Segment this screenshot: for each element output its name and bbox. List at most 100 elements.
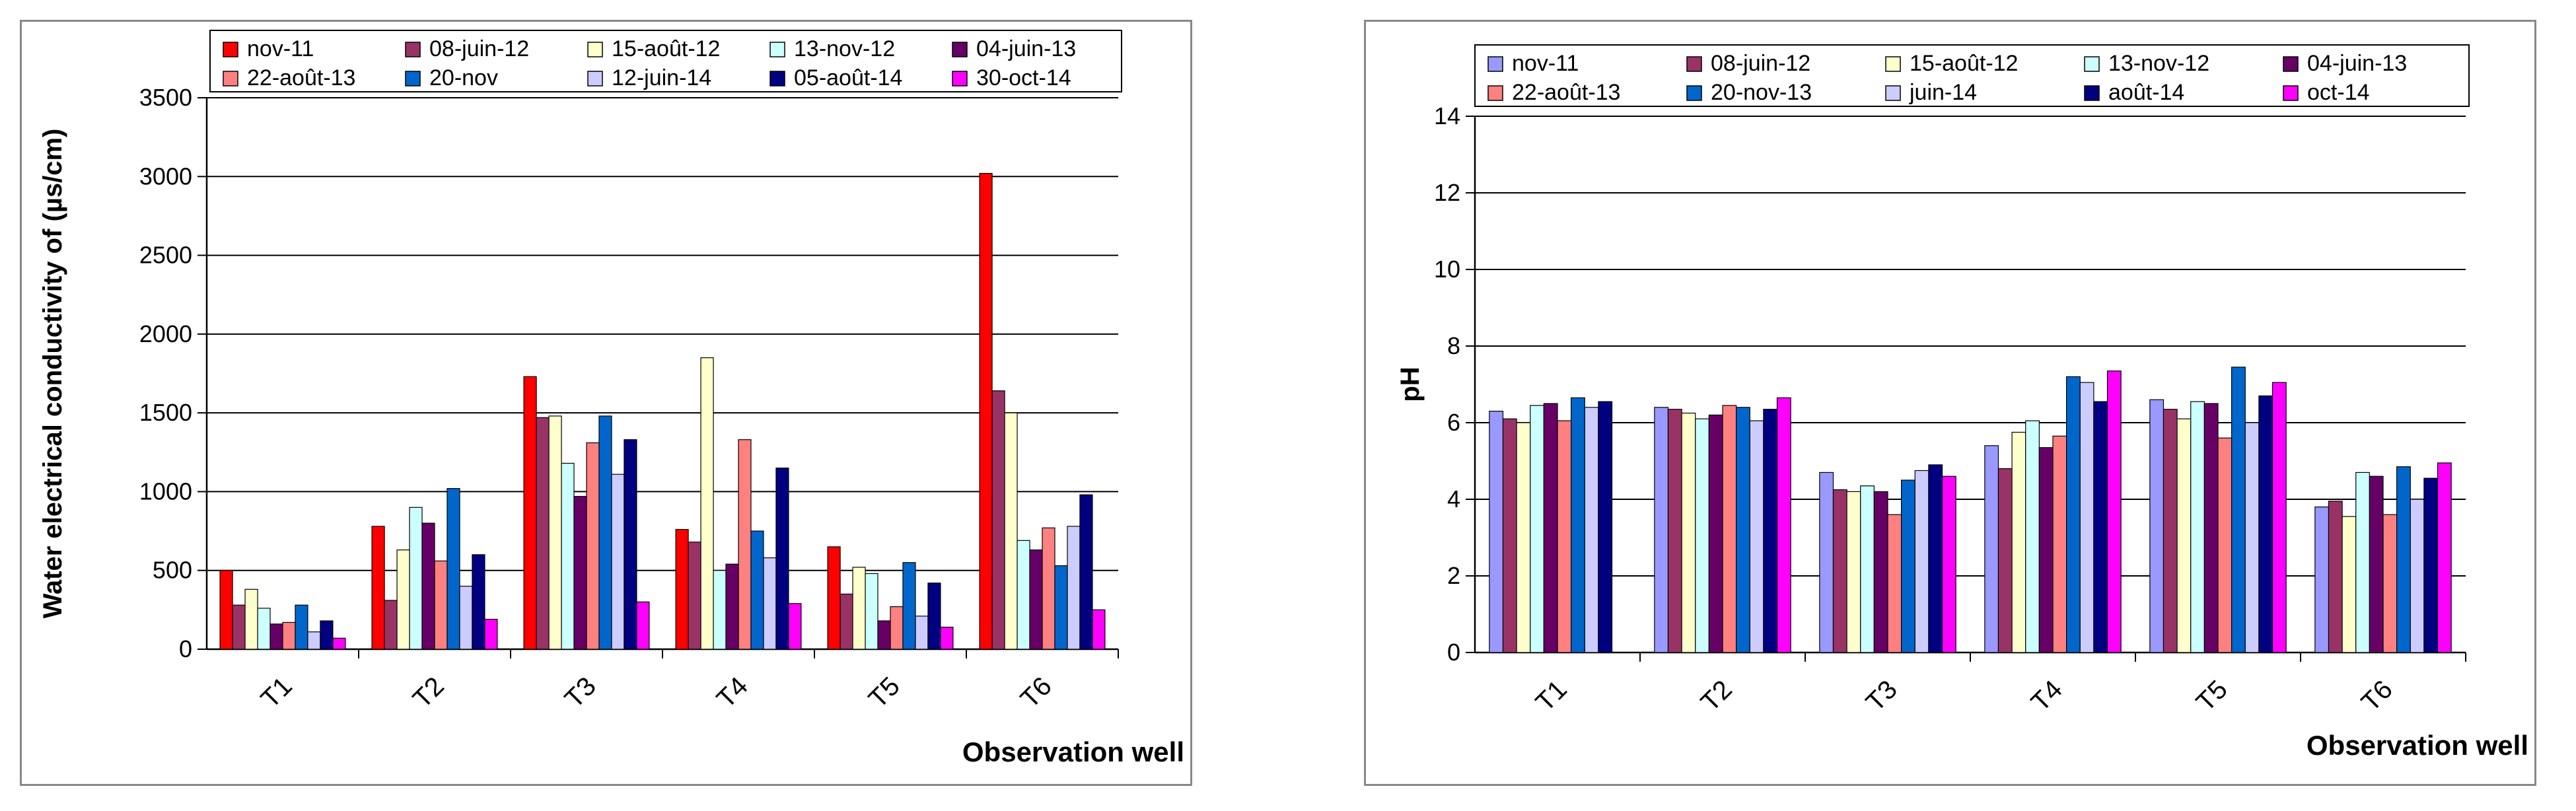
bar bbox=[2244, 422, 2260, 653]
legend-label: 08-juin-12 bbox=[429, 36, 529, 61]
bar bbox=[257, 608, 271, 650]
bar bbox=[1654, 407, 1669, 653]
bar bbox=[371, 526, 385, 650]
bar bbox=[548, 415, 562, 650]
bar bbox=[269, 623, 283, 650]
bar bbox=[2328, 501, 2343, 653]
bar bbox=[2437, 462, 2452, 653]
legend-swatch bbox=[952, 71, 968, 87]
y-tick-label: 10 bbox=[1434, 256, 1460, 283]
bar bbox=[295, 604, 308, 650]
x-tick-label: T6 bbox=[2356, 675, 2398, 717]
y-tick-label: 2000 bbox=[139, 320, 192, 347]
bar bbox=[1708, 414, 1723, 653]
bar bbox=[1901, 479, 1915, 653]
x-tick-label: T3 bbox=[1861, 675, 1903, 717]
legend-box bbox=[209, 30, 1122, 92]
bar bbox=[1887, 514, 1902, 653]
y-tick-label: 8 bbox=[1447, 332, 1460, 359]
bar bbox=[979, 172, 993, 650]
legend-label: nov-11 bbox=[247, 36, 314, 61]
bar bbox=[282, 621, 296, 650]
bar bbox=[2052, 435, 2067, 653]
bar bbox=[738, 439, 752, 650]
bar bbox=[409, 507, 423, 650]
bar bbox=[573, 495, 587, 650]
legend-swatch bbox=[223, 71, 238, 87]
bar bbox=[2163, 409, 2178, 653]
legend-swatch bbox=[1487, 85, 1503, 101]
x-tick-label: T5 bbox=[2191, 675, 2233, 717]
legend-swatch bbox=[1885, 85, 1901, 101]
bar bbox=[2093, 401, 2108, 653]
legend-swatch bbox=[769, 42, 785, 57]
bar bbox=[2038, 447, 2054, 653]
bar bbox=[775, 468, 789, 650]
bar bbox=[2258, 395, 2273, 653]
y-tick-label: 2 bbox=[1447, 562, 1460, 589]
x-tick-label: T6 bbox=[1015, 672, 1057, 714]
legend-label: nov-11 bbox=[1512, 51, 1579, 76]
bar bbox=[232, 604, 246, 650]
legend-label: 04-juin-13 bbox=[976, 36, 1076, 61]
legend-label: 13-nov-12 bbox=[2108, 51, 2209, 76]
bar bbox=[2149, 399, 2165, 653]
y-tick-label: 1000 bbox=[139, 477, 192, 505]
bar bbox=[1997, 468, 2013, 653]
bar bbox=[890, 606, 904, 650]
bar bbox=[1584, 407, 1599, 653]
bar bbox=[763, 557, 777, 650]
bar bbox=[750, 530, 764, 650]
y-tick-label: 14 bbox=[1434, 102, 1460, 129]
bar bbox=[598, 415, 612, 650]
bar bbox=[1092, 609, 1106, 650]
x-tick-label: T1 bbox=[1530, 675, 1573, 717]
bar bbox=[384, 600, 398, 650]
bar bbox=[586, 442, 600, 650]
bar bbox=[1667, 409, 1682, 653]
bar bbox=[1819, 472, 1834, 653]
legend-swatch bbox=[587, 71, 603, 87]
legend-swatch bbox=[2283, 56, 2299, 72]
legend-label: 05-août-14 bbox=[794, 65, 902, 90]
bar bbox=[1860, 485, 1875, 653]
bar bbox=[2190, 401, 2205, 653]
x-tick-label: T4 bbox=[2026, 675, 2068, 717]
bar bbox=[244, 588, 258, 650]
bar bbox=[2011, 431, 2026, 653]
legend-box bbox=[1474, 44, 2470, 107]
bar bbox=[459, 585, 473, 650]
conductivity-chart-panel: 0 500 1000 1500 2000 2500 3000 3500 T1 T2 T3 T4 T5 T6… bbox=[20, 20, 1192, 786]
bar bbox=[940, 626, 954, 650]
bar bbox=[1067, 526, 1081, 650]
legend-swatch bbox=[223, 42, 238, 57]
bar bbox=[2106, 370, 2122, 653]
legend-swatch bbox=[1686, 85, 1702, 101]
bar bbox=[2025, 420, 2040, 653]
legend-label: 04-juin-13 bbox=[2307, 51, 2407, 76]
bar bbox=[1928, 464, 1943, 653]
bar bbox=[725, 563, 739, 650]
bar bbox=[472, 554, 485, 650]
bar bbox=[434, 560, 448, 650]
y-tick-label: 3500 bbox=[139, 84, 192, 111]
legend-label: août-14 bbox=[2108, 80, 2184, 105]
bar bbox=[332, 637, 346, 650]
bar bbox=[915, 616, 929, 650]
y-tick-label: 2500 bbox=[139, 242, 192, 269]
bar bbox=[1736, 407, 1750, 653]
bar bbox=[1017, 540, 1030, 650]
bar bbox=[865, 573, 878, 650]
y-tick-label: 500 bbox=[153, 557, 192, 584]
bar bbox=[219, 570, 233, 650]
bar bbox=[421, 522, 435, 650]
bar bbox=[1571, 397, 1585, 653]
legend-swatch bbox=[587, 42, 603, 57]
legend-label: juin-14 bbox=[1909, 80, 1977, 105]
legend-label: 20-nov-13 bbox=[1711, 80, 1812, 105]
bar bbox=[2231, 367, 2246, 653]
legend-label: oct-14 bbox=[2307, 80, 2370, 105]
bar bbox=[2176, 418, 2192, 653]
bar bbox=[688, 542, 701, 650]
bar bbox=[2342, 516, 2357, 653]
